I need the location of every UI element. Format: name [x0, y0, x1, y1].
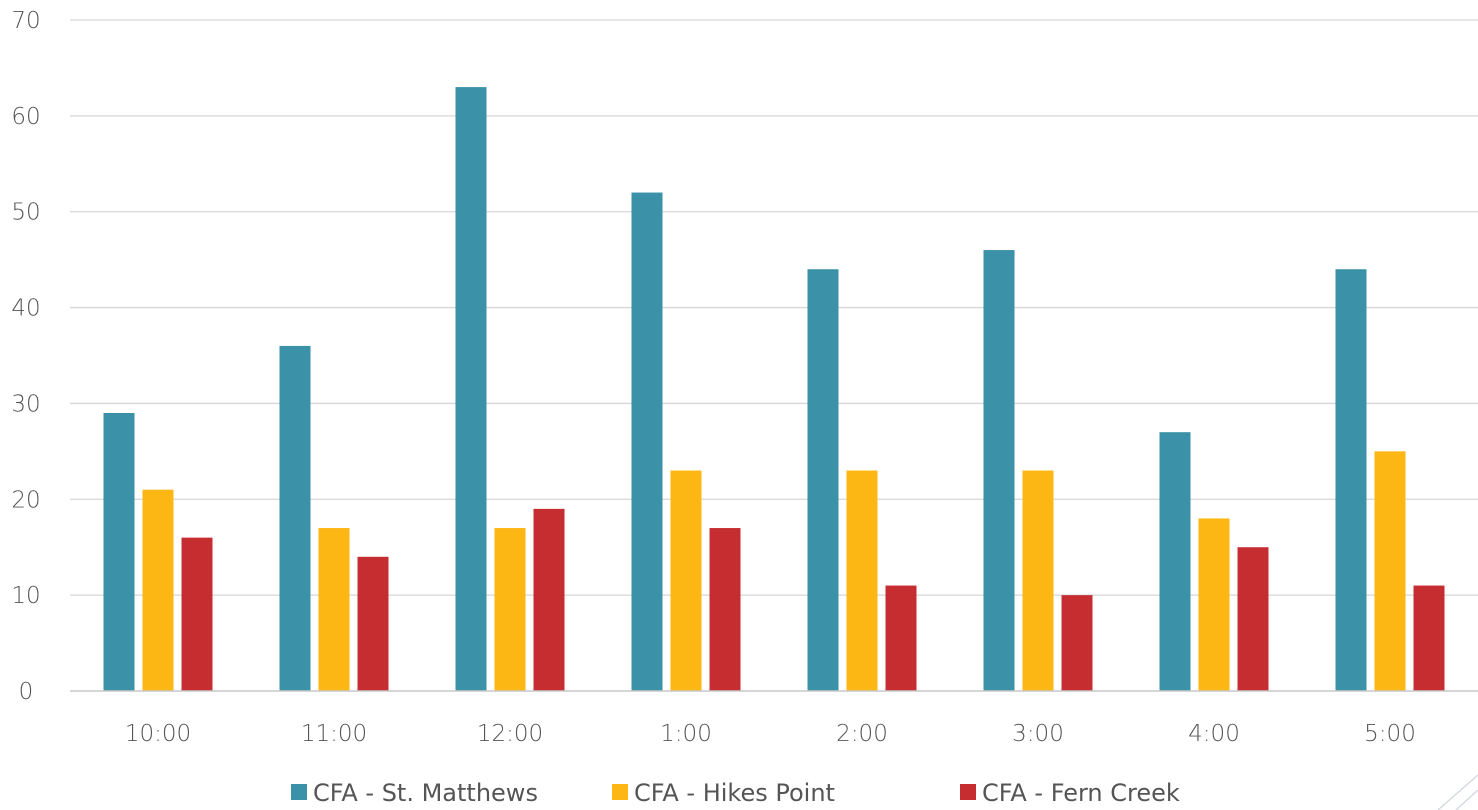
bar-cfa-fern-creek-4 — [885, 585, 917, 691]
legend-swatch — [291, 784, 307, 800]
legend-label: CFA - St. Matthews — [313, 779, 538, 807]
bar-cfa-st-matthews-2 — [455, 87, 487, 692]
y-tick-label: 30 — [11, 391, 40, 417]
legend-swatch — [960, 784, 976, 800]
x-tick-label: 10:00 — [125, 721, 191, 747]
y-tick-label: 10 — [11, 583, 40, 609]
y-axis-tick-labels: 0 10 20 30 40 50 60 70 — [11, 8, 40, 705]
y-tick-label: 20 — [11, 487, 40, 513]
bar-cfa-st-matthews-6 — [1159, 432, 1191, 691]
bar-cfa-st-matthews-4 — [807, 269, 839, 691]
legend-label: CFA - Hikes Point — [634, 779, 835, 807]
y-tick-label: 60 — [11, 104, 40, 130]
bar-cfa-fern-creek-3 — [709, 528, 741, 691]
y-tick-label: 70 — [11, 8, 40, 34]
bar-cfa-fern-creek-5 — [1061, 595, 1093, 691]
bar-cfa-fern-creek-7 — [1413, 585, 1445, 691]
bar-cfa-st-matthews-1 — [279, 345, 311, 691]
x-tick-label: 5:00 — [1364, 721, 1416, 747]
legend: CFA - St. Matthews CFA - Hikes Point CFA -… — [291, 779, 1180, 807]
legend-item: CFA - St. Matthews — [291, 779, 538, 807]
corner-decoration — [1437, 774, 1478, 810]
bar-cfa-hikes-point-0 — [142, 489, 174, 691]
x-axis-tick-labels: 10:00 11:00 12:00 1:00 2:00 3:00 4:00 5:00 — [125, 721, 1416, 747]
bar-cfa-fern-creek-0 — [181, 537, 213, 691]
x-tick-label: 4:00 — [1188, 721, 1240, 747]
bar-cfa-hikes-point-1 — [318, 528, 350, 691]
bar-cfa-hikes-point-4 — [846, 470, 878, 691]
y-tick-label: 0 — [19, 679, 34, 705]
bar-cfa-st-matthews-3 — [631, 192, 663, 692]
legend-item: CFA - Fern Creek — [960, 779, 1180, 807]
x-tick-label: 2:00 — [836, 721, 888, 747]
x-tick-label: 12:00 — [477, 721, 543, 747]
legend-swatch — [612, 784, 628, 800]
y-tick-label: 50 — [11, 200, 40, 226]
bar-cfa-fern-creek-1 — [357, 556, 389, 691]
bar-cfa-st-matthews-5 — [983, 250, 1015, 692]
bar-cfa-hikes-point-5 — [1022, 470, 1054, 691]
bar-cfa-fern-creek-6 — [1237, 547, 1269, 691]
legend-item: CFA - Hikes Point — [612, 779, 835, 807]
legend-label: CFA - Fern Creek — [982, 779, 1180, 807]
bar-cfa-hikes-point-2 — [494, 528, 526, 691]
y-tick-label: 40 — [11, 296, 40, 322]
bar-cfa-st-matthews-0 — [103, 413, 135, 691]
bar-cfa-st-matthews-7 — [1335, 269, 1367, 691]
x-tick-label: 1:00 — [660, 721, 712, 747]
bar-cfa-hikes-point-7 — [1374, 451, 1406, 691]
bar-cfa-hikes-point-6 — [1198, 518, 1230, 691]
x-tick-label: 11:00 — [301, 721, 367, 747]
bar-cfa-hikes-point-3 — [670, 470, 702, 691]
x-tick-label: 3:00 — [1012, 721, 1064, 747]
bar-cfa-fern-creek-2 — [533, 508, 565, 691]
bars — [103, 87, 1445, 692]
